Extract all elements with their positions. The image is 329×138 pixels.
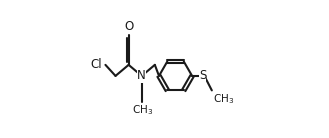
Text: CH$_3$: CH$_3$ — [132, 104, 153, 117]
Text: CH$_3$: CH$_3$ — [213, 92, 234, 106]
Text: Cl: Cl — [91, 58, 102, 71]
Text: N: N — [137, 69, 146, 82]
Text: O: O — [124, 20, 133, 33]
Text: S: S — [199, 69, 206, 82]
